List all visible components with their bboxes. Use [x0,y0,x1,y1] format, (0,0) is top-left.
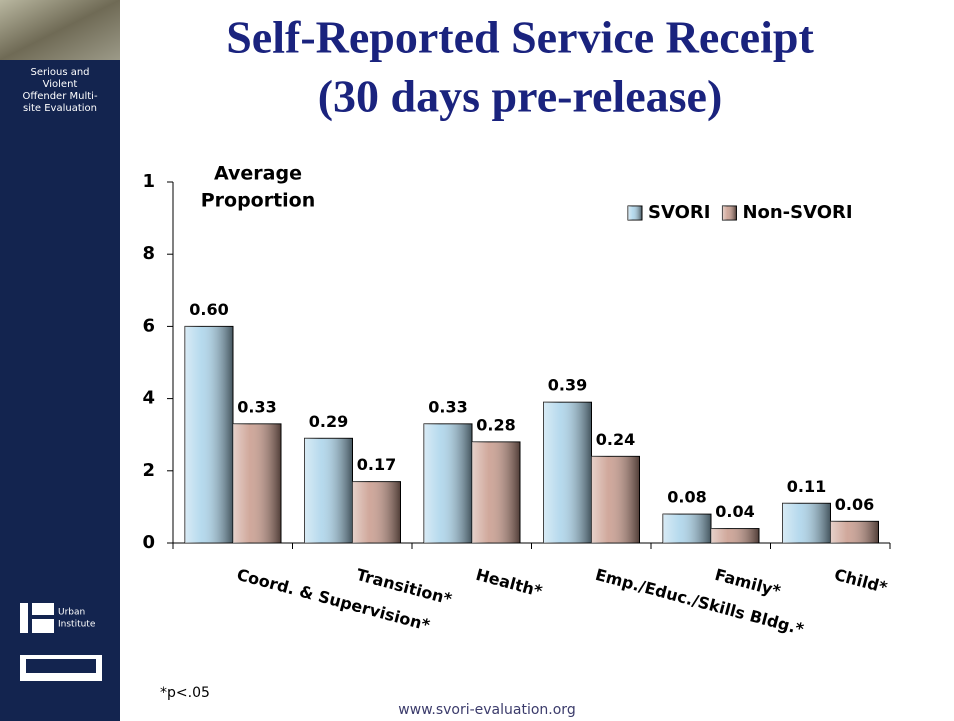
y-tick-label: 1 [142,171,155,192]
value-label: 0.11 [787,477,826,496]
value-label: 0.33 [237,397,276,416]
bar-shade [830,521,879,543]
urban-logo-mark [28,603,32,633]
footer-url: www.svori-evaluation.org [398,702,575,718]
footnote: *p<.05 [160,685,210,701]
bar-shade [782,503,831,543]
legend-swatch-shade [628,206,642,220]
value-label: 0.60 [189,300,228,319]
y-axis-label: Average [214,163,302,185]
y-tick-label: 6 [142,315,155,336]
value-label: 0.28 [476,415,515,434]
value-label: 0.29 [309,412,348,431]
sidebar [0,0,120,721]
program-name: Serious and [30,67,89,78]
legend-label: SVORI [648,202,710,223]
bar-shade [304,438,353,543]
urban-logo-mark [32,615,54,619]
rti-logo-mark [26,659,96,673]
legend-label: Non-SVORI [742,202,852,223]
bar-shade [424,423,472,543]
chart-title: Self-Reported Service Receipt [226,12,814,63]
program-name: Violent [43,79,78,90]
value-label: 0.24 [596,430,635,449]
bar-shade [185,326,233,543]
y-tick-label: 8 [142,243,155,264]
value-label: 0.39 [548,376,587,395]
bar-shade [711,528,759,543]
sidebar-photo [0,0,120,60]
urban-logo-text: Urban [58,608,85,618]
value-label: 0.04 [715,502,754,521]
bar-shade [233,423,281,543]
y-axis-label: Proportion [201,190,316,212]
value-label: 0.17 [357,455,396,474]
program-name: Offender Multi- [22,91,97,102]
y-tick-label: 0 [142,532,155,553]
y-tick-label: 2 [142,460,155,481]
y-tick-label: 4 [142,388,155,409]
program-name: site Evaluation [23,103,97,114]
bar-shade [472,441,520,543]
value-label: 0.08 [667,488,706,507]
bar-shade [591,456,640,543]
bar-shade [663,514,711,543]
bar-shade [352,481,401,543]
legend-swatch-shade [722,206,737,220]
value-label: 0.33 [428,397,467,416]
bar-shade [543,402,592,543]
urban-logo-text: Institute [58,620,96,630]
value-label: 0.06 [835,495,874,514]
content [120,0,954,705]
chart-title: (30 days pre-release) [318,71,723,122]
